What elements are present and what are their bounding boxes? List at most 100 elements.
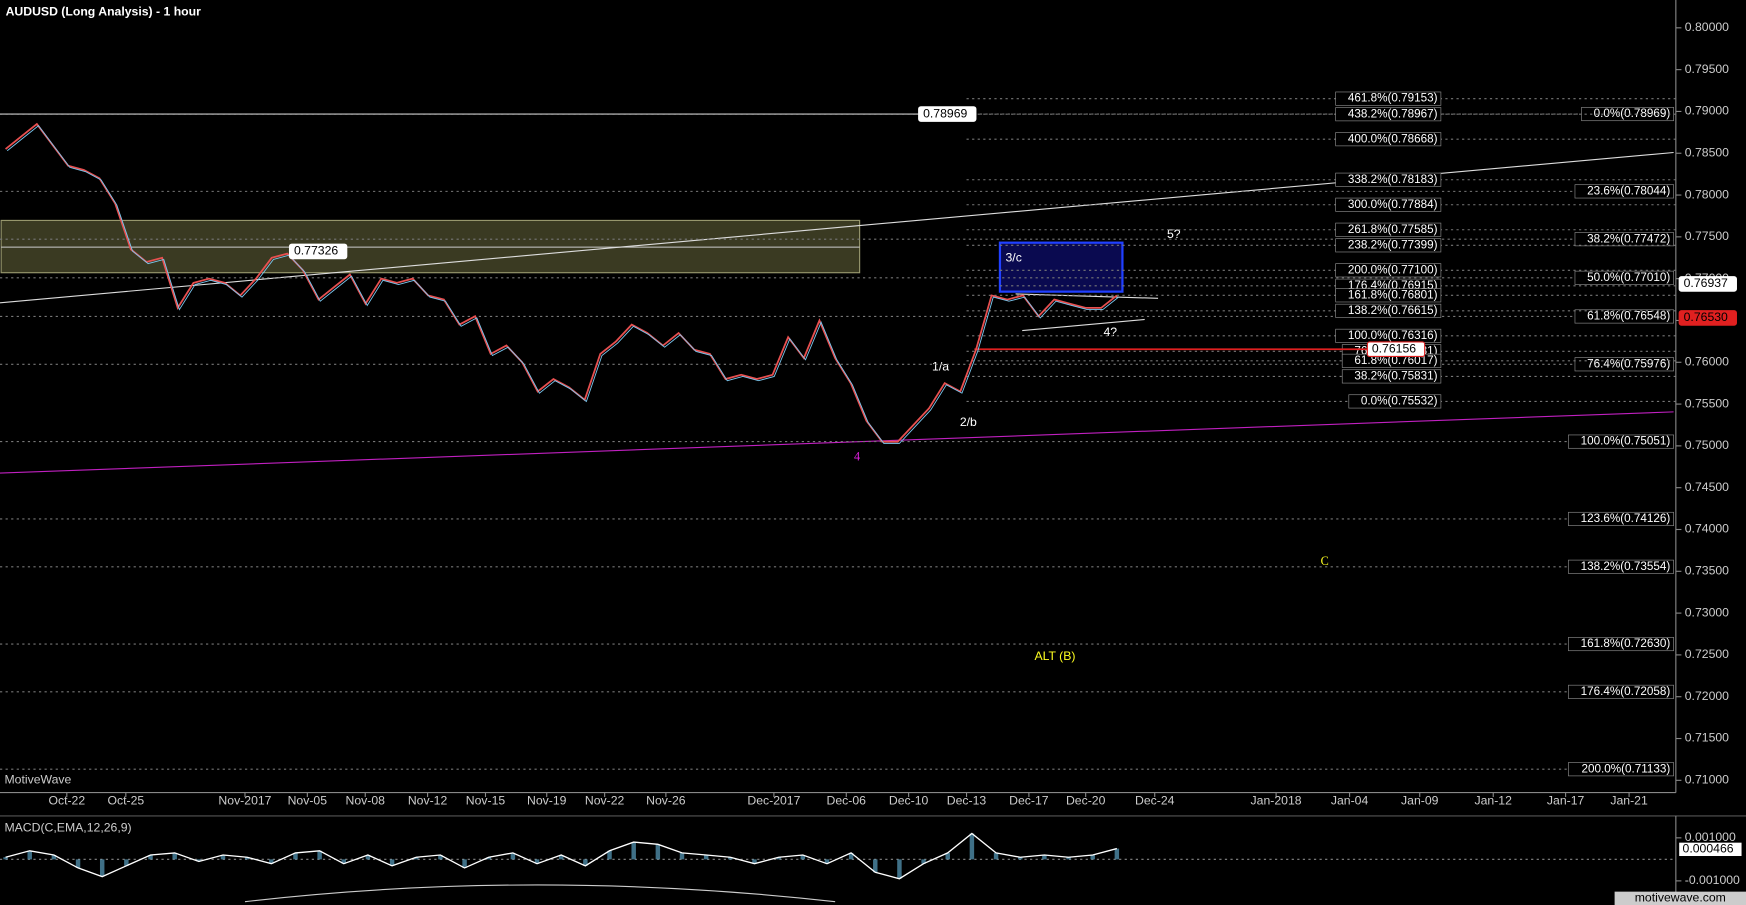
x-tick-label: Nov-08 bbox=[346, 794, 386, 808]
x-tick-label: Jan-21 bbox=[1610, 794, 1648, 808]
price-badge bbox=[1678, 276, 1737, 292]
macd-hist bbox=[631, 842, 636, 860]
fib-label: 161.8%(0.72630) bbox=[1581, 637, 1671, 650]
macd-hist bbox=[244, 857, 250, 860]
macd-hist bbox=[800, 855, 806, 860]
x-tick-label: Jan-12 bbox=[1475, 794, 1513, 808]
macd-hist bbox=[703, 855, 709, 860]
macd-hist bbox=[752, 859, 757, 864]
target-box bbox=[998, 241, 1124, 293]
fib-label: 261.8%(0.77585) bbox=[1348, 223, 1438, 236]
fib-label-bg bbox=[1574, 232, 1674, 247]
y-tick-label: 0.79000 bbox=[1685, 104, 1729, 118]
y-tick-label: -0.001000 bbox=[1685, 873, 1740, 887]
y-tick-label: 0.74000 bbox=[1685, 522, 1729, 536]
triangle-line bbox=[1015, 293, 1159, 299]
brand: MotiveWave bbox=[4, 773, 71, 787]
y-tick-label: 0.80000 bbox=[1685, 20, 1729, 34]
macd-arc bbox=[244, 884, 836, 903]
price-badge-label: 0.78969 bbox=[923, 106, 967, 120]
wave-label: 2/b bbox=[960, 415, 977, 429]
fib-label-bg bbox=[1568, 684, 1674, 699]
macd-hist bbox=[728, 857, 733, 860]
y-tick-label: 0.73500 bbox=[1685, 564, 1729, 578]
macd-hist bbox=[1090, 855, 1095, 860]
fib-label-bg bbox=[1335, 222, 1442, 237]
fib-label-bg bbox=[1335, 107, 1442, 122]
macd-hist bbox=[993, 852, 999, 860]
y-tick-label: 0.71500 bbox=[1685, 731, 1729, 745]
macd-hist bbox=[873, 859, 878, 873]
macd-hist bbox=[679, 852, 685, 860]
x-tick-label: Jan-17 bbox=[1547, 794, 1585, 808]
fib-label-bg bbox=[1574, 309, 1674, 324]
macd-hist bbox=[1114, 848, 1120, 860]
y-tick-label: 0.75000 bbox=[1685, 438, 1729, 452]
watermark: motivewave.com bbox=[1635, 891, 1726, 905]
fib-label: 161.8%(0.76801) bbox=[1348, 288, 1438, 301]
x-tick-label: Oct-25 bbox=[107, 794, 144, 808]
wave-label: 4 bbox=[854, 449, 860, 463]
fib-label-bg bbox=[1348, 394, 1442, 409]
macd-hist bbox=[655, 844, 661, 860]
macd-hist bbox=[124, 859, 129, 866]
y-tick-label: 0.76000 bbox=[1685, 355, 1729, 369]
macd-hist bbox=[438, 855, 443, 860]
macd-hist bbox=[824, 859, 830, 864]
x-tick-label: Nov-12 bbox=[408, 794, 448, 808]
macd-hist bbox=[365, 855, 371, 860]
x-tick-label: Jan-2018 bbox=[1251, 794, 1302, 808]
fib-label-bg bbox=[1574, 184, 1674, 199]
x-tick-label: Dec-2017 bbox=[747, 794, 800, 808]
macd-hist bbox=[1017, 857, 1023, 860]
macd-hist bbox=[414, 857, 419, 860]
fib-label: 200.0%(0.71133) bbox=[1581, 762, 1670, 775]
fib-label-bg bbox=[1574, 357, 1674, 372]
y-tick-label: 0.78500 bbox=[1685, 145, 1729, 159]
macd-hist bbox=[510, 852, 516, 860]
fib-label: 38.2%(0.77472) bbox=[1587, 232, 1670, 245]
x-tick-label: Nov-22 bbox=[585, 794, 625, 808]
x-tick-label: Nov-15 bbox=[466, 794, 506, 808]
fib-label: 23.6%(0.78044) bbox=[1587, 184, 1670, 197]
y-tick-label: 0.73000 bbox=[1685, 605, 1729, 619]
macd-hist bbox=[607, 850, 612, 860]
macd-hist bbox=[220, 855, 226, 860]
macd-hist bbox=[486, 857, 491, 860]
price-badge bbox=[1678, 310, 1737, 326]
fib-label-bg bbox=[1335, 238, 1442, 253]
wave-label: 1/a bbox=[932, 360, 949, 374]
macd-hist bbox=[921, 859, 926, 864]
macd-badge bbox=[1679, 842, 1742, 857]
y-tick-label: 0.71000 bbox=[1685, 773, 1729, 787]
x-tick-label: Nov-19 bbox=[527, 794, 567, 808]
fib-label: 138.2%(0.76615) bbox=[1348, 304, 1438, 317]
fib-label: 400.0%(0.78668) bbox=[1348, 132, 1438, 145]
fib-label-bg bbox=[1335, 263, 1442, 278]
fib-label-bg bbox=[1574, 270, 1674, 285]
macd-hist bbox=[148, 855, 153, 860]
macd-hist bbox=[897, 859, 902, 879]
fib-label: 50.0%(0.77010) bbox=[1587, 271, 1670, 284]
price-badge bbox=[288, 243, 348, 260]
macd-hist bbox=[462, 859, 467, 868]
wave-label: 5? bbox=[1167, 227, 1181, 241]
price-badge-label: 0.76156 bbox=[1372, 341, 1416, 355]
price-badge-label: 0.77326 bbox=[294, 244, 338, 258]
y-tick-label: 0.74500 bbox=[1685, 480, 1729, 494]
fib-label: 200.0%(0.77100) bbox=[1348, 263, 1438, 276]
price-badge-label: 0.76530 bbox=[1684, 310, 1728, 324]
macd-hist bbox=[1066, 857, 1071, 860]
macd-hist bbox=[3, 857, 8, 860]
wave-label: 4? bbox=[1103, 325, 1117, 339]
price-line bbox=[5, 122, 1118, 443]
fib-label-bg bbox=[1335, 172, 1442, 187]
macd-title: MACD(C,EMA,12,26,9) bbox=[4, 820, 131, 834]
fib-label: 61.8%(0.76548) bbox=[1587, 310, 1670, 323]
macd-hist bbox=[99, 859, 105, 877]
macd-hist bbox=[293, 852, 298, 860]
x-tick-label: Dec-24 bbox=[1135, 794, 1175, 808]
y-tick-label: 0.77500 bbox=[1685, 229, 1729, 243]
